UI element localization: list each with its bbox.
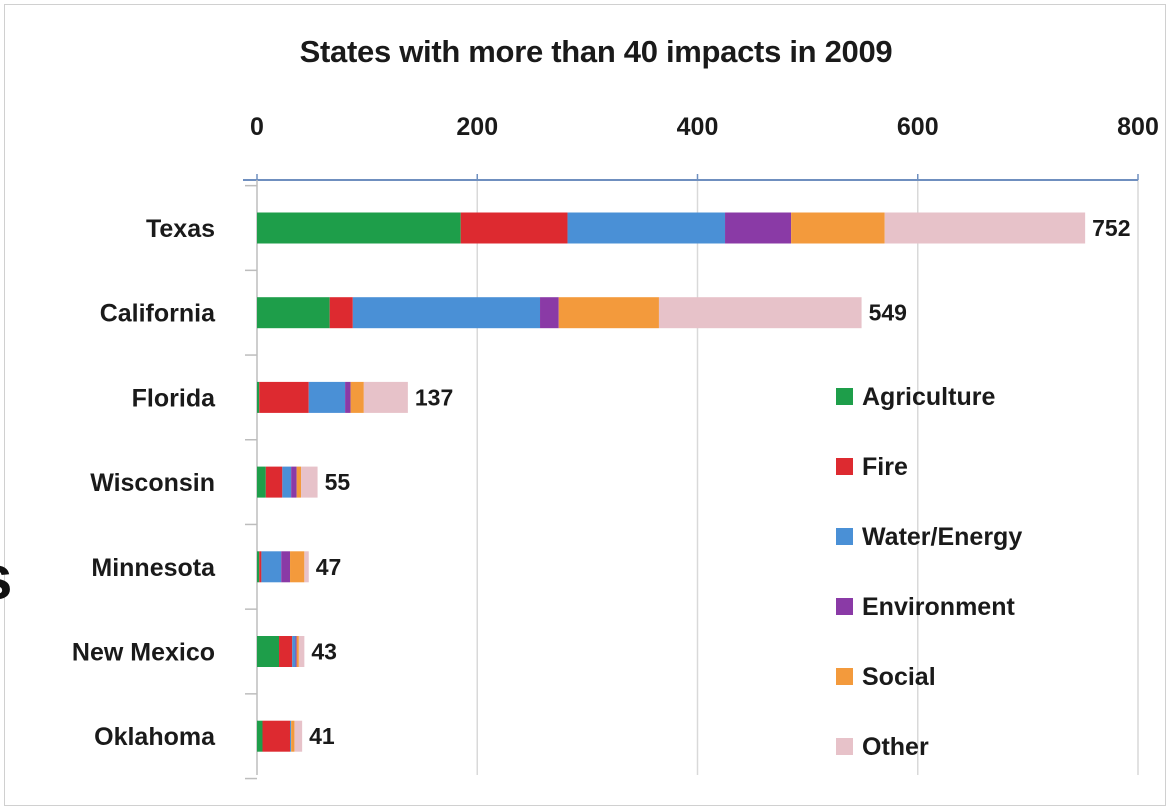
bar-segment-agriculture	[257, 636, 280, 667]
total-label: 549	[869, 300, 907, 326]
legend-label: Water/Energy	[862, 523, 1022, 551]
category-label: New Mexico	[72, 639, 215, 667]
bar-segment-social	[558, 297, 659, 329]
legend-swatch	[836, 528, 853, 545]
bar-segment-other	[301, 466, 318, 498]
bar-segment-water-energy	[292, 636, 296, 667]
bar-segment-fire	[460, 212, 568, 244]
bar-segment-other	[294, 720, 303, 752]
chart-title: States with more than 40 impacts in 2009	[299, 34, 893, 69]
bar-segment-social	[791, 212, 885, 244]
legend-label: Other	[862, 733, 929, 761]
bar-segment-social	[290, 551, 305, 583]
bar-segment-fire	[265, 466, 283, 498]
legend-swatch	[836, 388, 853, 405]
category-label: Texas	[146, 215, 215, 243]
bar-segment-social	[296, 466, 302, 498]
legend-swatch	[836, 668, 853, 685]
legend-label: Social	[862, 663, 936, 691]
bar-segment-fire	[259, 551, 262, 583]
bar-segment-environment	[345, 381, 351, 413]
bar-segment-other	[298, 636, 305, 667]
bar-segment-agriculture	[257, 212, 461, 244]
legend-swatch	[836, 598, 853, 615]
bar-segment-agriculture	[257, 297, 330, 329]
bar-segment-fire	[329, 297, 353, 329]
bar-segment-environment	[295, 636, 297, 667]
bar-segment-agriculture	[257, 720, 263, 752]
total-label: 43	[311, 639, 337, 665]
legend-label: Agriculture	[862, 383, 995, 411]
x-tick-label: 600	[897, 113, 939, 141]
category-label: Oklahoma	[94, 723, 216, 751]
category-label: Minnesota	[91, 554, 216, 582]
total-label: 41	[309, 723, 335, 749]
bar-segment-water-energy	[567, 212, 726, 244]
bar-segment-other	[304, 551, 309, 583]
bar-segment-environment	[281, 551, 291, 583]
bar-segment-social	[291, 720, 295, 752]
x-tick-label: 0	[250, 113, 264, 141]
legend-label: Fire	[862, 453, 908, 481]
bar-segment-environment	[725, 212, 792, 244]
total-label: 47	[316, 554, 342, 580]
bar-segment-fire	[262, 720, 291, 752]
bar-segment-fire	[279, 636, 293, 667]
bar-segment-environment	[291, 466, 297, 498]
bar-segment-social	[350, 381, 364, 413]
bar-segment-agriculture	[257, 551, 260, 583]
chart-frame	[4, 4, 1166, 806]
x-tick-label: 400	[677, 113, 719, 141]
x-tick-label: 200	[456, 113, 498, 141]
partial-cut-text: s	[0, 548, 12, 610]
bar-segment-social	[296, 636, 299, 667]
x-tick-label: 800	[1117, 113, 1159, 141]
category-label: California	[100, 300, 216, 328]
category-label: Florida	[132, 384, 216, 412]
total-label: 752	[1092, 215, 1130, 241]
bar-segment-agriculture	[257, 381, 260, 413]
bar-segment-other	[658, 297, 862, 329]
bar-segment-fire	[259, 381, 309, 413]
bar-segment-water-energy	[352, 297, 541, 329]
total-label: 137	[415, 384, 453, 410]
legend-swatch	[836, 458, 853, 475]
bar-segment-water-energy	[282, 466, 292, 498]
bar-segment-water-energy	[290, 720, 292, 752]
bar-segment-agriculture	[257, 466, 266, 498]
bar-segment-water-energy	[308, 381, 346, 413]
total-label: 55	[325, 469, 351, 495]
bar-segment-water-energy	[261, 551, 282, 583]
legend-swatch	[836, 738, 853, 755]
bar-segment-other	[884, 212, 1086, 244]
category-label: Wisconsin	[90, 469, 215, 497]
bar-segment-other	[363, 381, 408, 413]
legend-label: Environment	[862, 593, 1015, 621]
bar-segment-environment	[540, 297, 559, 329]
